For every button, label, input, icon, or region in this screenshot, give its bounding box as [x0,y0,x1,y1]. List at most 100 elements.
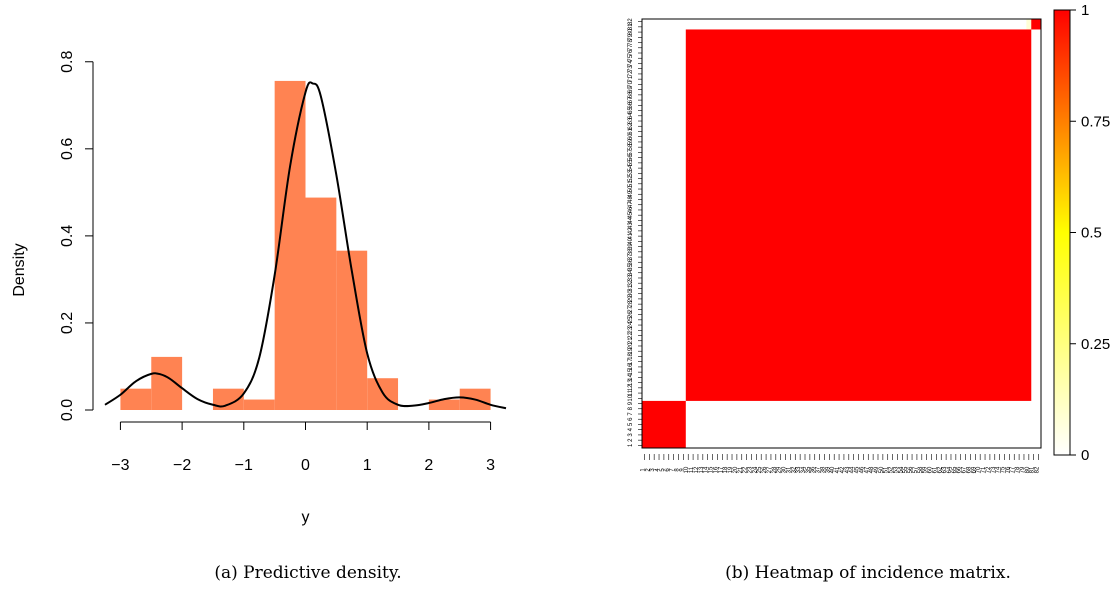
col-label: 67 [962,466,968,473]
row-label: 30 [628,290,634,297]
y-tick-label: 0.0 [59,399,76,421]
col-label: 27 [767,466,773,473]
row-label: 44 [628,216,634,223]
col-label: 52 [889,466,895,473]
col-label: 23 [747,466,753,473]
row-label: 72 [628,70,634,77]
col-label: 28 [772,466,778,473]
col-label: 31 [786,466,792,473]
row-label: 71 [628,75,634,82]
histogram-bar [243,399,275,410]
row-label: 7 [628,412,634,416]
col-label: 12 [694,466,700,473]
col-label: 40 [830,466,836,473]
col-label: 46 [859,466,865,473]
row-label: 58 [628,143,634,150]
row-label: 52 [628,175,634,182]
col-label: 73 [991,466,997,473]
col-label: 32 [791,466,797,473]
col-label: 9 [679,468,685,472]
col-label: 44 [850,466,856,473]
row-label: 48 [628,195,634,202]
row-label: 16 [628,363,634,370]
col-label: 10 [684,466,690,473]
col-label: 79 [1020,466,1026,473]
col-label: 72 [986,466,992,473]
row-label: 78 [628,39,634,46]
col-label: 19 [728,466,734,473]
col-label: 35 [806,466,812,473]
row-label: 36 [628,258,634,265]
row-label: 55 [628,159,634,166]
row-label: 39 [628,243,634,250]
col-label: 78 [1015,466,1021,473]
col-label: 59 [923,466,929,473]
row-label: 46 [628,206,634,213]
row-label: 31 [628,284,634,291]
row-label: 47 [628,201,634,208]
row-label: 38 [628,248,634,255]
col-label: 55 [903,466,909,473]
histogram-bar [120,388,152,410]
col-label: 82 [1035,466,1041,473]
row-label: 13 [628,379,634,386]
col-label: 21 [738,466,744,473]
row-label: 57 [628,148,634,155]
col-label: 42 [840,466,846,473]
row-label: 23 [628,326,634,333]
col-label: 80 [1025,466,1031,473]
row-label: 35 [628,264,634,271]
col-label: 11 [689,466,695,473]
row-label: 33 [628,274,634,281]
col-label: 17 [718,466,724,473]
row-label: 77 [628,44,634,51]
y-tick-label: 0.8 [59,51,76,73]
col-label: 41 [835,466,841,473]
heatmap-frame [641,18,1042,449]
row-label: 1 [628,443,634,447]
col-label: 68 [966,466,972,473]
col-label: 51 [884,466,890,473]
caption-b: (b) Heatmap of incidence matrix. [725,563,1011,583]
col-label: 56 [908,466,914,473]
col-label: 81 [1030,466,1036,473]
col-label: 61 [932,466,938,473]
x-tick-label: −2 [173,457,191,474]
col-label: 77 [1010,466,1016,473]
row-label: 64 [628,112,634,119]
x-tick-label: −1 [235,457,253,474]
row-label: 28 [628,300,634,307]
incidence-heatmap-chart: 1122334455667788991010111112121313141415… [628,2,1110,473]
colorbar [1053,9,1071,456]
col-label: 25 [757,466,763,473]
row-label: 12 [628,384,634,391]
col-label: 5 [660,468,666,472]
row-label: 8 [628,406,634,410]
colorbar-tick-label: 0.25 [1081,336,1110,353]
row-label: 54 [628,164,634,171]
col-label: 71 [981,466,987,473]
row-label: 18 [628,352,634,359]
histogram-bar [212,388,244,410]
heatmap-block [685,29,1032,401]
row-label: 2 [628,438,634,442]
row-label: 17 [628,358,634,365]
col-label: 45 [855,466,861,473]
row-label: 50 [628,185,634,192]
col-label: 16 [713,466,719,473]
col-label: 47 [864,466,870,473]
col-label: 22 [743,466,749,473]
row-label: 49 [628,190,634,197]
row-label: 60 [628,133,634,140]
col-label: 54 [898,466,904,473]
histogram-bar [428,399,460,410]
row-label: 32 [628,279,634,286]
heatmap-block [1031,19,1041,30]
row-label: 67 [628,96,634,103]
y-tick-label: 0.2 [59,312,76,334]
col-label: 29 [777,466,783,473]
colorbar-tick-label: 0 [1081,447,1089,464]
row-label: 6 [628,417,634,421]
row-label: 4 [628,427,634,431]
